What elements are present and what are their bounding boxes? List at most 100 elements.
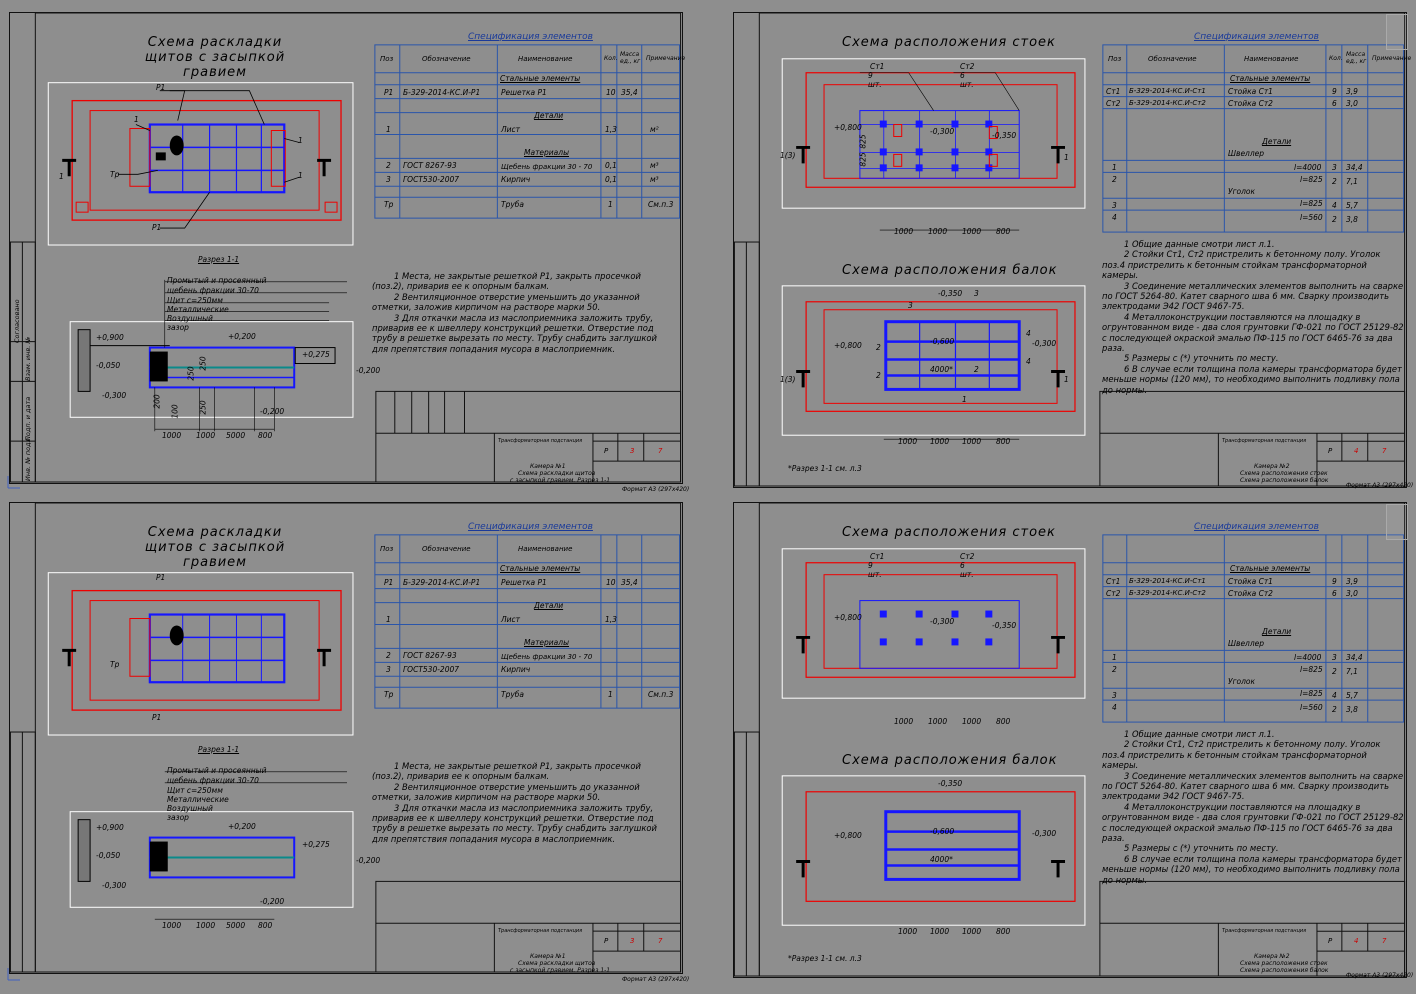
general-notes: 1 Общие данные смотри лист л.1. 2 Стойки… [1102,239,1404,395]
section-dim: 1000 [196,431,216,440]
drawing-sheet-3[interactable]: Схема раскладки щитов с засыпкой гравием… [9,502,689,983]
plan-dim: 1000 [928,717,948,726]
level-mark: +0,200 [228,332,256,341]
spec-group: Стальные элементы [1230,564,1311,573]
layer-label: Щит с=250мм [167,296,223,305]
spec-group: Стальные элементы [500,564,581,573]
plan-dim: 1000 [962,227,982,236]
drawing-sheet-4[interactable]: Схема расположения стоек Схема расположе… [733,502,1413,979]
spec-pos: Р1 [384,88,394,97]
stamp-sheet-number: 4 [1354,447,1359,455]
spec-qty: 9 [1332,577,1337,586]
note-item: 2 Стойки Ст1, Ст2 пристрелить к бетонном… [1102,249,1381,281]
spec-header: Обозначение [1148,55,1197,63]
layer-label: Металлические [167,305,229,314]
spec-name: l=4000 [1294,653,1322,662]
plan-label-st1: Ст1 [870,62,885,71]
layer-label: щебень фракции 30-70 [167,286,259,295]
spec-designation: ГОСТ 8267-93 [403,651,457,660]
spec-qty: 10 [606,578,616,587]
spec-pos: Ст1 [1106,87,1121,96]
spec-header: Поз [380,545,394,553]
stamp-text: Схема расположения стоек [1240,960,1328,967]
level-mark: +0,900 [96,333,124,342]
section-vertical-dim: 200 [152,394,162,409]
spec-header: Масса ед., кг [1346,51,1367,65]
section-mark: 1 [1064,153,1069,162]
layer-label: зазор [167,323,189,332]
plan-dim: 800 [996,927,1011,936]
note-item: 3 Соединение металлических элементов вып… [1102,770,1404,802]
section-mark: 1(3) [780,375,796,384]
level-mark: -0,200 [260,407,285,416]
note-item: 6 В случае если толщина пола камеры тран… [1102,363,1402,395]
level-mark: +0,200 [228,822,256,831]
plan-label-st2: Ст2 [960,62,975,71]
format-label: Формат А3 (297х420) [1346,482,1414,489]
drawing-sheet-1[interactable]: Схема раскладки щитов с засыпкой гравием… [9,12,689,493]
spec-qty: 1,3 [605,615,617,624]
spec-name: Уголок [1228,677,1256,686]
level-mark: +0,900 [96,823,124,832]
plan-label-p1: Р1 [156,573,166,582]
spec-group: Детали [534,111,564,120]
level-mark: -0,300 [930,617,955,626]
section-vertical-dim: 250 [198,356,208,371]
viewcube-icon[interactable] [1386,14,1408,50]
spec-mass: 3,9 [1346,577,1358,586]
plan-label-p1-bottom: Р1 [152,713,162,722]
spec-mass: 5,7 [1346,201,1358,210]
beam-pos: 1 [962,395,967,404]
spec-qty: 2 [1332,177,1337,186]
stamp-text: Трансформаторная подстанция [1222,438,1307,444]
spec-title: Спецификация элементов [468,32,593,42]
plan-label-1: 1 [298,171,303,180]
stamp-text: Трансформаторная подстанция [1222,928,1307,934]
level-mark: -0,200 [260,897,285,906]
level-mark: -0,350 [938,289,963,298]
layer-label: щебень фракции 30-70 [167,776,259,785]
stamp-text: Схема раскладки щитов [518,470,596,477]
viewcube-icon[interactable] [1386,504,1408,540]
spec-name: Стойка Ст2 [1228,99,1273,108]
spec-qty: 1 [608,690,613,699]
spec-pos: 4 [1112,213,1117,222]
sheet-title-stands: Схема расположения стоек [842,525,1056,540]
stamp-text: Камера №1 [530,953,566,960]
spec-name: l=825 [1300,175,1323,184]
spec-header: Наименование [1244,55,1299,63]
side-label: Инв. № подл. [24,436,32,481]
note-item: 4 Металлоконструкции поставляются на пло… [1102,801,1404,844]
format-label: Формат А3 (297х420) [622,976,690,983]
side-label: Согласовано [13,299,21,343]
spec-designation: Б-329-2014-КС.И-Ст2 [1129,99,1206,107]
spec-title: Спецификация элементов [468,522,593,532]
spec-pos: 2 [1112,175,1117,184]
spec-name: Уголок [1228,187,1256,196]
spec-name: Щебень фракции 30 - 70 [501,163,593,171]
layer-label: Воздушный [167,314,213,323]
plan-dim: 1000 [894,717,914,726]
spec-header: Поз [1108,55,1122,63]
plan-label-st2-unit: шт. [960,80,974,89]
note-item: 3 Для откачки масла из маслоприемника за… [372,312,657,354]
section-vertical-dim: 250 [186,366,196,381]
level-mark: -0,300 [102,391,127,400]
drawing-sheet-2[interactable]: Схема расположения стоек Схема расположе… [733,12,1413,489]
stamp-sheet-total: 7 [1382,447,1387,455]
plan-dim: 800 [996,227,1011,236]
plan-dim: 1000 [928,227,948,236]
spec-name: Стойка Ст2 [1228,589,1273,598]
stamp-text: с засыпкой гравием. Разрез 1-1 [510,967,611,974]
level-mark: -0,350 [938,779,963,788]
level-mark: -0,200 [356,856,381,865]
spec-note: м³ [650,175,659,184]
general-notes: 1 Общие данные смотри лист л.1. 2 Стойки… [1102,729,1404,885]
plan-dim: 1000 [962,717,982,726]
level-mark: -0,600 [930,337,955,346]
spec-designation: ГОСТ530-2007 [403,665,460,674]
section-dim: 1000 [162,921,182,930]
spec-group: Детали [534,601,564,610]
spec-name: Труба [501,200,525,209]
spec-name: Лист [501,615,521,624]
